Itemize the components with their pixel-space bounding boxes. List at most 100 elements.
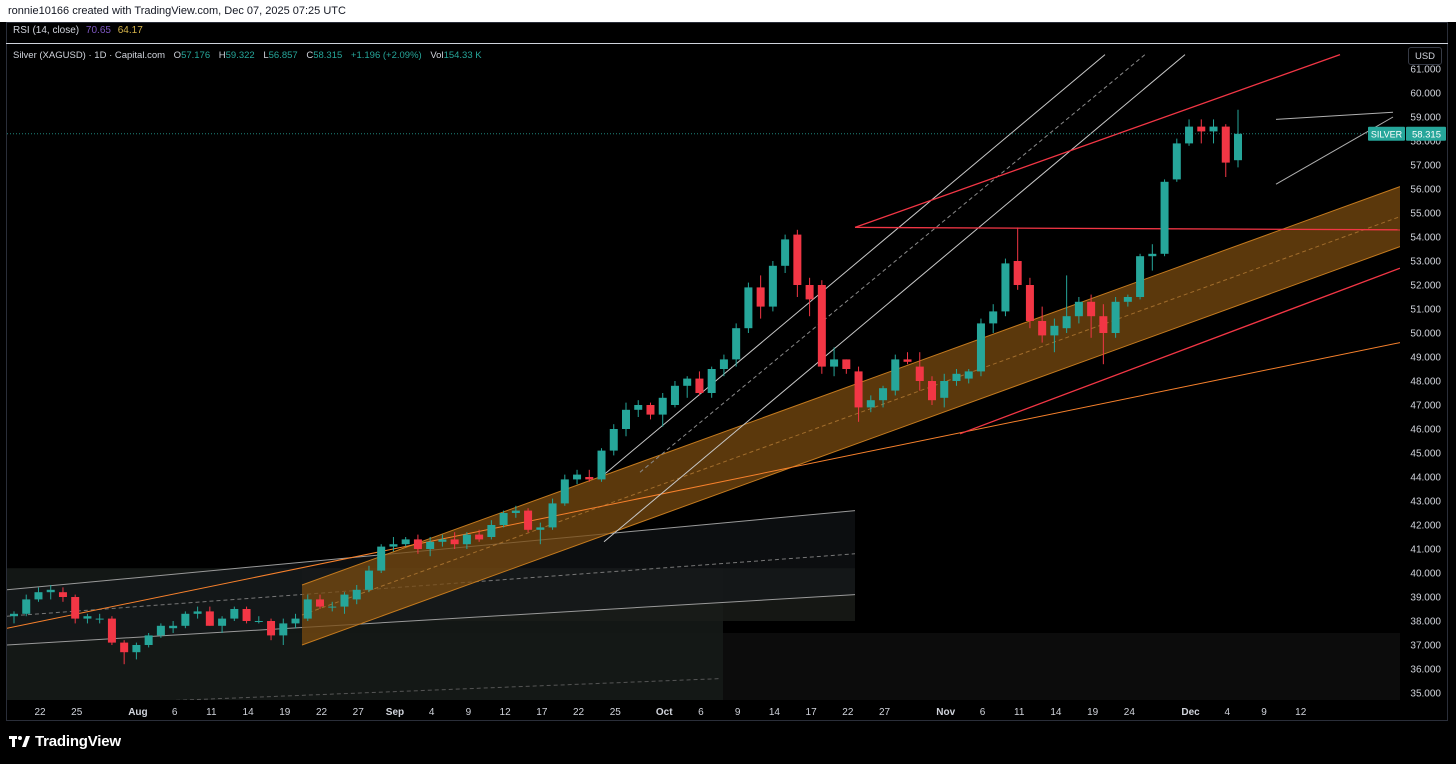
candle-body [107, 618, 116, 643]
candle-body [1074, 301, 1083, 317]
candle-body [854, 371, 863, 408]
candle-body [1013, 261, 1022, 285]
candle-body [267, 621, 276, 636]
candle-body [670, 385, 679, 405]
candle-body [1038, 321, 1047, 336]
high-value: 59.322 [225, 50, 255, 61]
x-tick-label: 12 [1295, 707, 1307, 718]
candle-body [1197, 126, 1206, 132]
x-tick-label: Oct [656, 707, 673, 718]
x-tick-label: 22 [316, 707, 328, 718]
y-tick-label: 42.000 [1410, 521, 1441, 532]
candle-body [1001, 263, 1010, 312]
candle-body [242, 609, 251, 621]
candle-body [156, 625, 165, 636]
candle-body [83, 616, 92, 619]
y-tick-label: 56.000 [1410, 185, 1441, 196]
x-tick-label: 25 [610, 707, 622, 718]
candle-body [1160, 181, 1169, 254]
candle-body [548, 503, 557, 528]
candle-body [1136, 256, 1145, 297]
orange-channel-bottom [301, 246, 1400, 646]
x-tick-label: 11 [1014, 707, 1025, 718]
candle-body [707, 369, 716, 393]
candle-body [58, 592, 67, 597]
symbol-legend[interactable]: Silver (XAGUSD) · 1D · Capital.com O57.1… [13, 50, 482, 61]
credit-text: ronnie10166 created with TradingView.com… [8, 5, 346, 17]
x-tick-label: 22 [34, 707, 46, 718]
plot-area [7, 53, 1400, 700]
candle-body [181, 613, 190, 626]
open-label: O [173, 50, 182, 61]
candle-body [377, 546, 386, 571]
pennant-top [1275, 111, 1394, 120]
x-tick-label: Aug [128, 707, 147, 718]
grey-lower-dash [172, 678, 721, 700]
steep-channel-top [603, 54, 1106, 475]
candle-body [487, 525, 496, 537]
red-horizontal-line [854, 226, 1400, 231]
candle-body [536, 527, 545, 530]
y-tick-label: 40.000 [1410, 569, 1441, 580]
candle-body [340, 594, 349, 607]
candle-body [1111, 301, 1120, 333]
candle-body [316, 599, 324, 607]
red-resistance-line [854, 53, 1341, 229]
x-tick-label: 27 [353, 707, 365, 718]
y-tick-label: 35.000 [1410, 689, 1441, 700]
candle-body [450, 539, 459, 545]
x-tick-label: 9 [735, 707, 741, 718]
candle-body [560, 479, 569, 504]
candle-body [95, 618, 104, 620]
candle-body [793, 234, 802, 285]
candle-body [976, 323, 985, 372]
y-tick-label: 51.000 [1410, 305, 1441, 316]
y-tick-label: 55.000 [1410, 209, 1441, 220]
candle-body [903, 359, 912, 362]
candle-body [683, 378, 692, 386]
price-tag-value: 58.315 [1412, 129, 1441, 140]
x-tick-label: 11 [206, 707, 217, 718]
pane-divider[interactable] [6, 43, 1448, 44]
x-tick-label: 4 [1224, 707, 1230, 718]
candle-body [511, 510, 520, 513]
orange-channel-mid [301, 216, 1400, 616]
x-tick-label: 14 [769, 707, 781, 718]
currency-button[interactable]: USD [1408, 47, 1442, 65]
candle-body [462, 534, 471, 545]
candle-body [34, 592, 43, 600]
rsi-legend[interactable]: RSI (14, close) 70.65 64.17 [13, 25, 143, 36]
footer [0, 726, 1456, 764]
candle-body [413, 539, 422, 549]
x-tick-label: Dec [1181, 707, 1200, 718]
y-tick-label: 37.000 [1410, 641, 1441, 652]
candle-body [10, 613, 18, 617]
candle-body [328, 606, 337, 608]
x-tick-label: 4 [429, 707, 435, 718]
x-tick-label: 17 [806, 707, 818, 718]
candle-body [964, 371, 973, 379]
y-tick-label: 47.000 [1410, 401, 1441, 412]
candle-body [842, 359, 851, 369]
y-tick-label: 50.000 [1410, 329, 1441, 340]
grey-channel-mid [7, 553, 856, 617]
tradingview-logo[interactable]: TradingView [9, 733, 121, 750]
candle-body [1123, 297, 1132, 302]
y-tick-label: 44.000 [1410, 473, 1441, 484]
candle-body [364, 570, 373, 590]
candle-body [1148, 253, 1157, 257]
candle-body [1172, 143, 1181, 180]
y-tick-label: 60.000 [1410, 89, 1441, 100]
candle-body [768, 265, 777, 307]
y-tick-label: 38.000 [1410, 617, 1441, 628]
candle-body [573, 474, 582, 480]
price-tag-symbol: SILVER [1371, 129, 1403, 139]
y-tick-label: 49.000 [1410, 353, 1441, 364]
candle-body [230, 609, 239, 619]
low-label: L [263, 50, 269, 61]
x-tick-label: 27 [879, 707, 891, 718]
candle-body [1221, 126, 1230, 163]
candle-body [1062, 316, 1071, 329]
candle-body [781, 239, 790, 266]
